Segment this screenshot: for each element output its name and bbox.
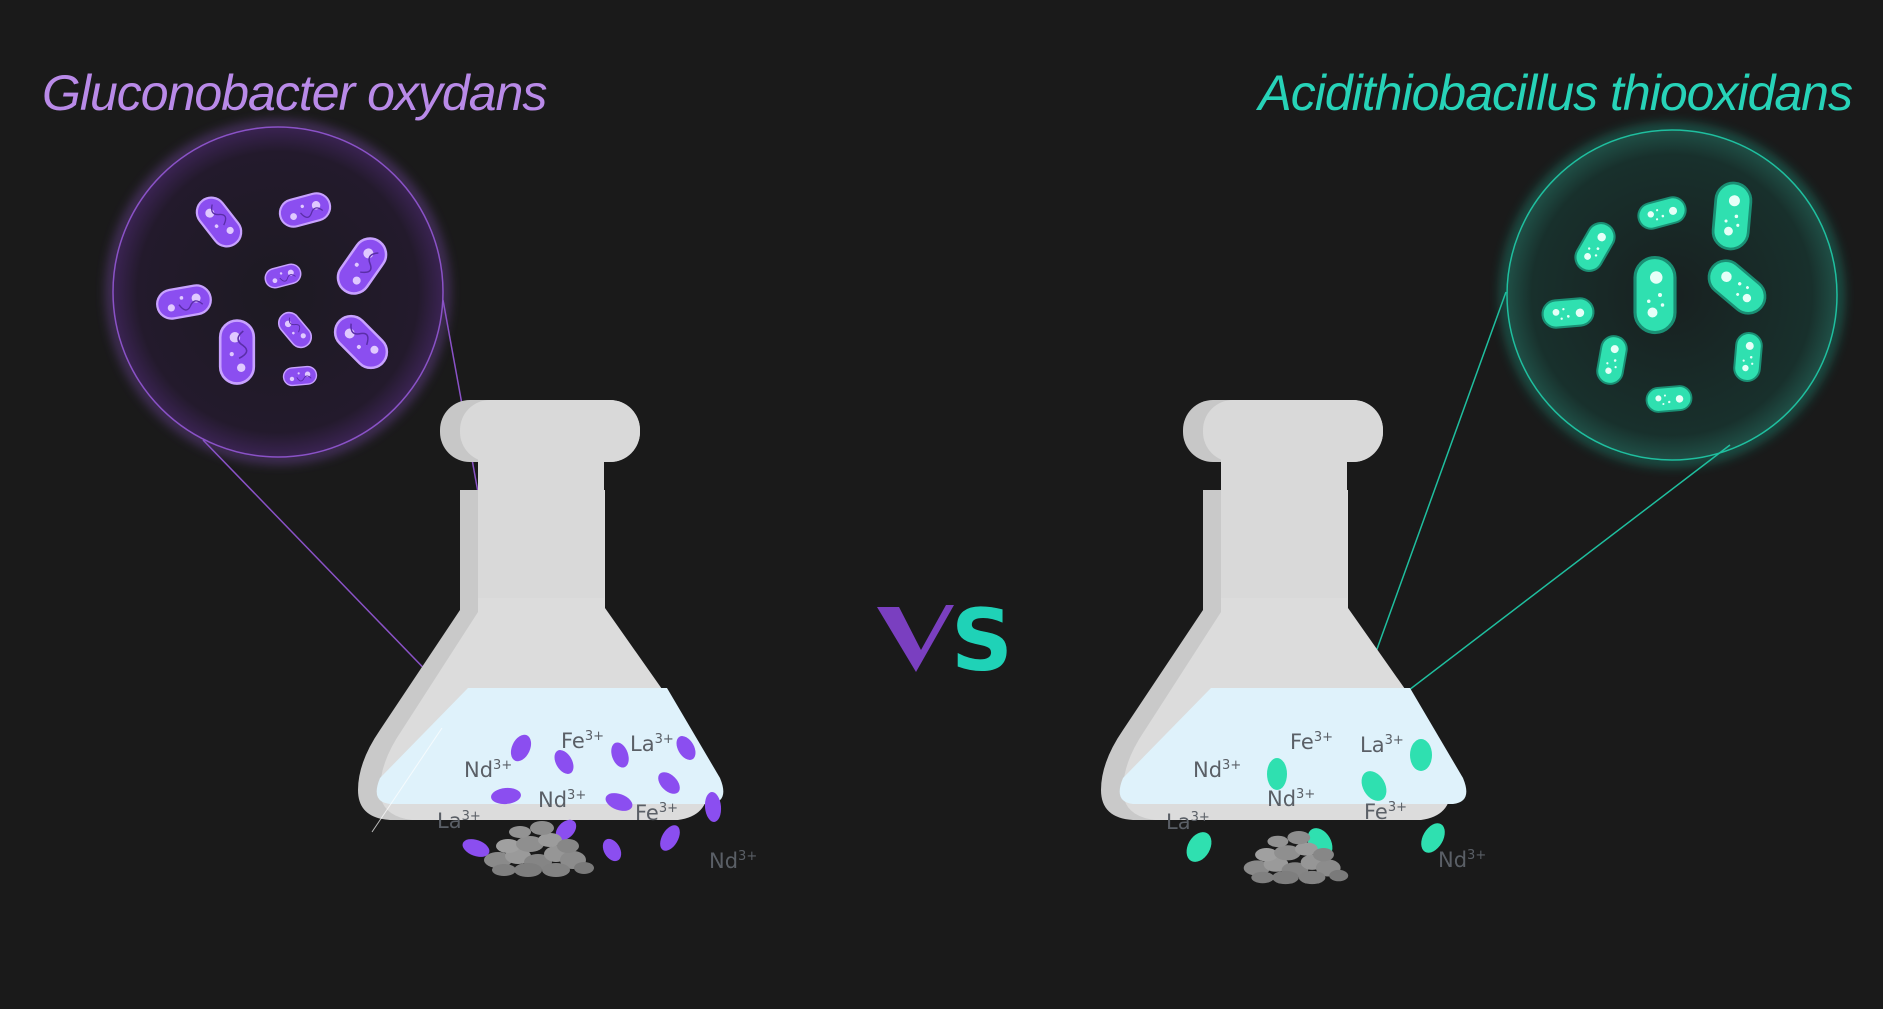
ion-label: Nd3+ [1267,787,1315,811]
ion-label: Fe3+ [561,729,604,753]
ion-label: Fe3+ [1364,800,1407,824]
title-gluconobacter-oxydans: Gluconobacter oxydans [42,65,547,121]
right-flask: Fe3+ La3+ Nd3+ Nd3+ La3+ Fe3+ Nd3+ [1101,400,1486,885]
right-bacteria-particles [1186,739,1445,862]
left-bacteria-particles [462,734,722,862]
ion-label: Nd3+ [538,788,586,812]
vs-logo: S [877,591,1013,691]
title-acidithiobacillus-thiooxidans: Acidithiobacillus thiooxidans [1258,65,1853,121]
ion-label: Nd3+ [464,758,512,782]
ion-label: Nd3+ [709,849,757,873]
ion-label: La3+ [1166,810,1210,834]
left-flask: Fe3+ La3+ Nd3+ Nd3+ Fe3+ La3+ Nd3+ [358,400,757,877]
ion-label: Fe3+ [1290,730,1333,754]
left-ion-labels: Fe3+ La3+ Nd3+ Nd3+ Fe3+ La3+ Nd3+ [437,729,757,873]
ion-label: La3+ [630,732,674,756]
ion-label: La3+ [1360,733,1404,757]
ion-label: La3+ [437,809,481,833]
ion-label: Nd3+ [1438,848,1486,872]
right-magnifier [1502,125,1842,465]
ion-label: Fe3+ [635,801,678,825]
vs-s-letter: S [951,591,1013,691]
left-magnifier [108,122,448,462]
ion-label: Nd3+ [1193,758,1241,782]
right-ion-labels: Fe3+ La3+ Nd3+ Nd3+ La3+ Fe3+ Nd3+ [1166,730,1486,872]
